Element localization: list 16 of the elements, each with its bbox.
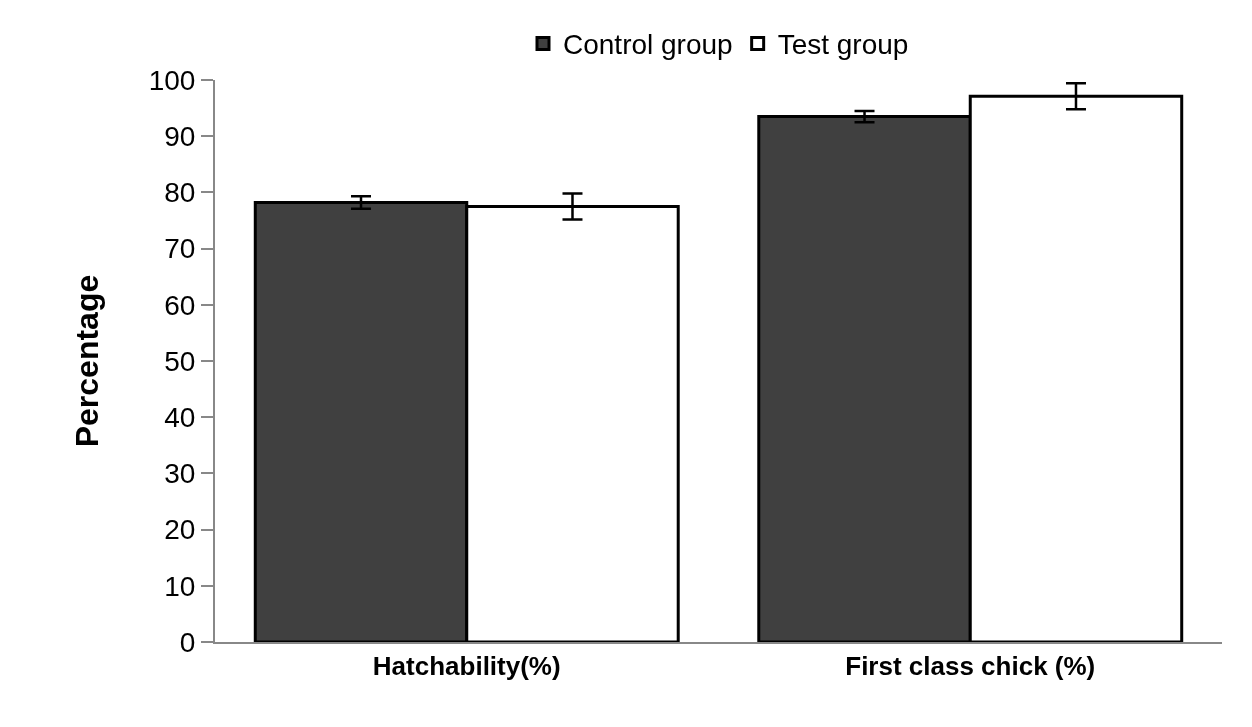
y-axis-title: Percentage — [69, 274, 106, 448]
y-tick-label: 50 — [164, 345, 196, 377]
x-tick-label: First class chick (%) — [845, 651, 1096, 682]
y-tick-label: 100 — [148, 64, 196, 96]
y-tick-label: 60 — [164, 289, 196, 321]
y-tick-label: 20 — [164, 514, 196, 546]
legend-label: Test group — [777, 29, 909, 61]
y-tick-label: 70 — [164, 233, 196, 265]
y-tick-label: 80 — [164, 177, 196, 209]
legend-label: Control group — [563, 29, 733, 61]
x-tick-label: Hatchability(%) — [372, 651, 561, 682]
y-tick-label: 40 — [164, 402, 196, 433]
y-tick-label: 30 — [164, 458, 196, 490]
y-tick-label: 0 — [179, 626, 196, 658]
y-tick-label: 90 — [164, 121, 196, 152]
y-tick-label: 10 — [164, 570, 196, 602]
